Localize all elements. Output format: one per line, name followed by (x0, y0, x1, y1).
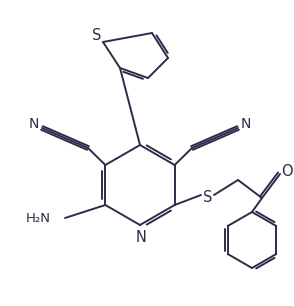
Text: O: O (281, 165, 293, 180)
Text: S: S (92, 28, 102, 43)
Text: N: N (241, 117, 251, 131)
Text: H₂N: H₂N (26, 211, 51, 225)
Text: N: N (29, 117, 39, 131)
Text: S: S (203, 191, 213, 206)
Text: N: N (136, 230, 146, 244)
